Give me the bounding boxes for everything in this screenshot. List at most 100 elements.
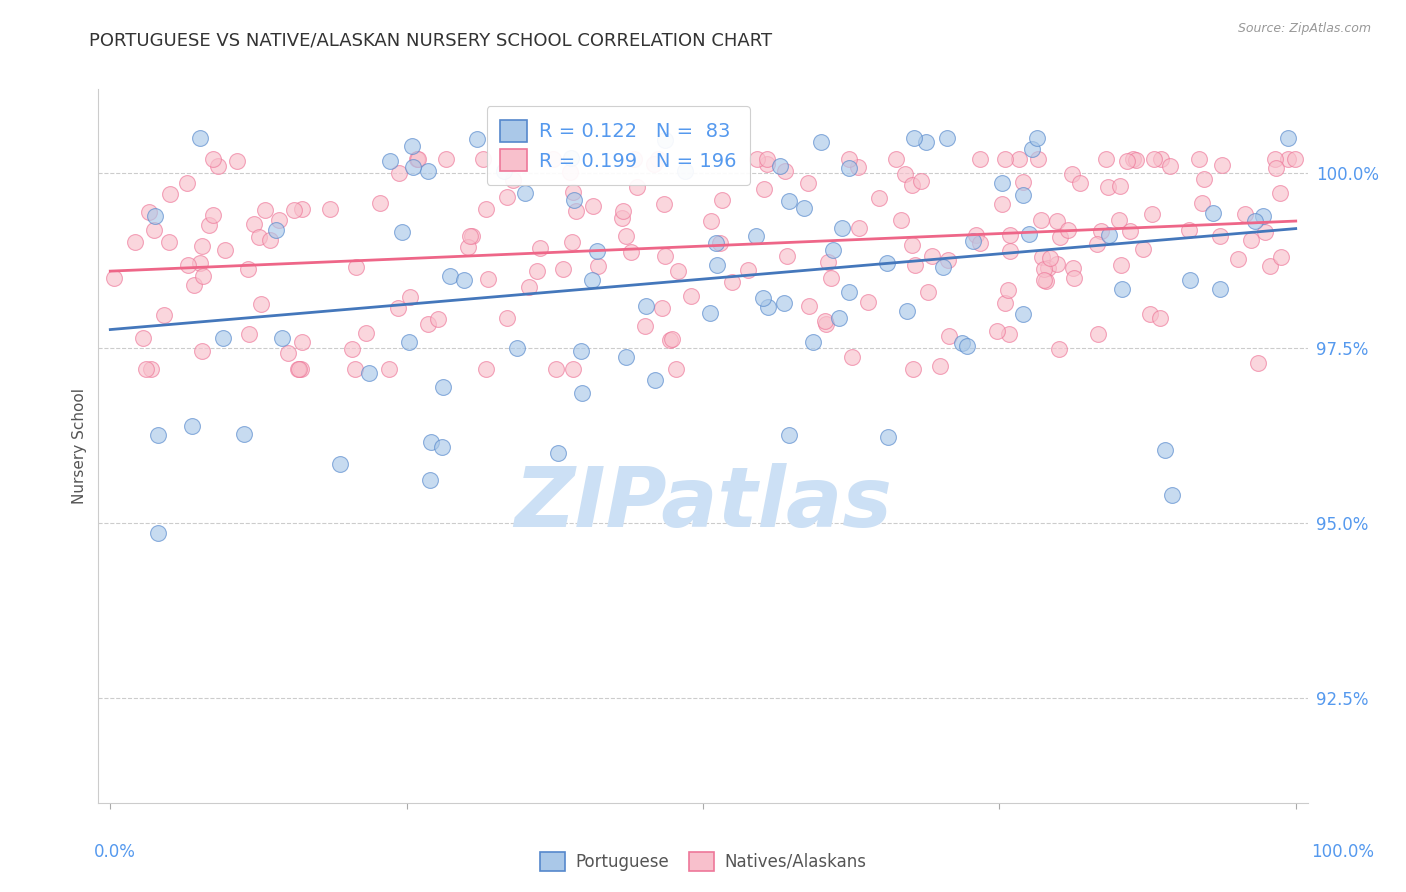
Point	[319, 202, 342, 216]
Point	[242, 217, 264, 231]
Point	[238, 327, 260, 342]
Point	[1038, 261, 1060, 276]
Point	[547, 446, 569, 460]
Legend: Portuguese, Natives/Alaskans: Portuguese, Natives/Alaskans	[531, 843, 875, 880]
Point	[1209, 229, 1232, 244]
Point	[858, 295, 880, 310]
Point	[1180, 273, 1202, 287]
Point	[1150, 152, 1173, 166]
Point	[965, 228, 987, 243]
Point	[1095, 152, 1118, 166]
Point	[969, 152, 991, 166]
Point	[838, 285, 860, 299]
Point	[561, 185, 583, 199]
Point	[1264, 152, 1286, 166]
Point	[344, 260, 367, 275]
Point	[138, 205, 160, 219]
Point	[914, 136, 936, 150]
Point	[1108, 178, 1130, 193]
Point	[1177, 222, 1199, 236]
Point	[752, 181, 775, 195]
Point	[398, 335, 420, 350]
Point	[876, 430, 898, 444]
Point	[903, 131, 925, 145]
Point	[950, 335, 973, 350]
Point	[876, 256, 898, 270]
Point	[706, 235, 728, 250]
Point	[998, 244, 1021, 258]
Point	[357, 367, 380, 381]
Point	[756, 300, 779, 314]
Point	[1132, 242, 1154, 256]
Point	[935, 131, 957, 145]
Point	[1056, 223, 1078, 237]
Point	[582, 199, 605, 213]
Point	[1031, 250, 1053, 264]
Point	[1270, 250, 1292, 264]
Point	[994, 152, 1017, 166]
Point	[380, 154, 402, 169]
Point	[506, 341, 529, 355]
Point	[198, 219, 221, 233]
Point	[1011, 187, 1033, 202]
Point	[432, 380, 454, 394]
Point	[124, 235, 146, 249]
Point	[560, 165, 582, 179]
Point	[233, 427, 256, 442]
Point	[406, 152, 429, 166]
Point	[132, 331, 155, 345]
Point	[831, 221, 853, 235]
Point	[1046, 214, 1069, 228]
Point	[461, 228, 484, 243]
Point	[990, 197, 1012, 211]
Point	[652, 197, 675, 211]
Text: PORTUGUESE VS NATIVE/ALASKAN NURSERY SCHOOL CORRELATION CHART: PORTUGUESE VS NATIVE/ALASKAN NURSERY SCH…	[89, 31, 772, 49]
Point	[848, 221, 870, 235]
Point	[148, 428, 170, 442]
Point	[1234, 206, 1257, 220]
Point	[1149, 311, 1171, 326]
Point	[823, 243, 845, 257]
Point	[917, 285, 939, 300]
Point	[778, 194, 800, 208]
Point	[1125, 153, 1147, 167]
Point	[562, 193, 585, 207]
Point	[666, 264, 689, 278]
Point	[1202, 205, 1225, 219]
Point	[797, 176, 820, 190]
Point	[502, 173, 524, 187]
Legend: R = 0.122   N =  83, R = 0.199   N = 196: R = 0.122 N = 83, R = 0.199 N = 196	[486, 106, 751, 185]
Point	[962, 235, 984, 249]
Point	[226, 154, 249, 169]
Point	[986, 324, 1008, 338]
Point	[1011, 307, 1033, 321]
Point	[801, 335, 824, 350]
Point	[828, 311, 851, 326]
Point	[191, 238, 214, 252]
Point	[910, 173, 932, 187]
Point	[745, 152, 768, 166]
Point	[1069, 176, 1091, 190]
Point	[1159, 159, 1181, 173]
Point	[610, 211, 633, 225]
Point	[1111, 282, 1133, 296]
Point	[426, 312, 449, 326]
Point	[188, 256, 211, 270]
Point	[370, 196, 392, 211]
Point	[546, 362, 568, 376]
Point	[517, 280, 540, 294]
Point	[1116, 153, 1139, 168]
Point	[841, 350, 863, 364]
Point	[419, 473, 441, 487]
Point	[814, 314, 837, 328]
Point	[745, 228, 768, 243]
Point	[152, 308, 174, 322]
Point	[1277, 131, 1299, 145]
Point	[1160, 488, 1182, 502]
Point	[799, 300, 821, 314]
Point	[647, 152, 669, 166]
Point	[541, 152, 564, 166]
Point	[139, 362, 162, 376]
Point	[699, 306, 721, 320]
Point	[1254, 225, 1277, 239]
